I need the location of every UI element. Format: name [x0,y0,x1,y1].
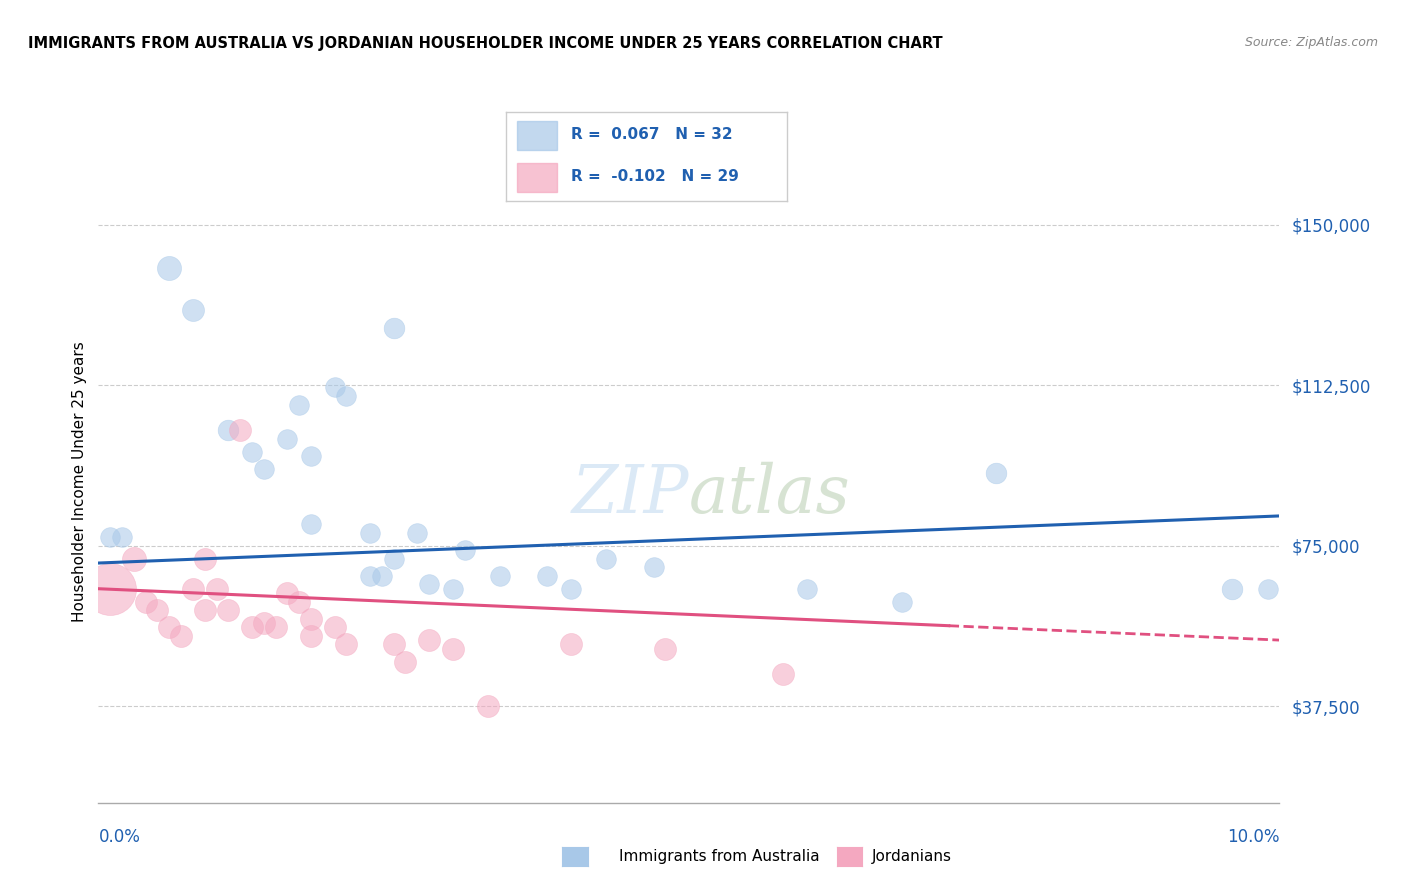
Point [253,615,276,630]
Point [135,594,157,608]
Point [299,612,322,626]
Point [489,569,512,583]
Point [264,620,287,634]
Point [253,462,276,476]
Point [1220,582,1243,596]
Point [217,603,239,617]
FancyBboxPatch shape [517,163,557,192]
Point [560,582,582,596]
Point [98,530,121,544]
Point [240,620,263,634]
Text: atlas: atlas [689,462,851,527]
Point [194,551,217,566]
Point [418,577,440,591]
Point [1257,582,1279,596]
Point [394,655,416,669]
Point [323,380,346,394]
Point [229,423,252,437]
Text: Jordanians: Jordanians [872,849,952,863]
Point [146,603,169,617]
Point [299,629,322,643]
Point [181,303,204,318]
Point [477,699,499,714]
Text: 10.0%: 10.0% [1227,829,1279,847]
Point [240,444,263,458]
Point [288,594,311,608]
Point [772,667,794,681]
Point [890,594,912,608]
Point [418,633,440,648]
Point [181,582,204,596]
Y-axis label: Householder Income Under 25 years: Householder Income Under 25 years [72,342,87,622]
Point [157,620,180,634]
Text: R =  -0.102   N = 29: R = -0.102 N = 29 [571,169,738,184]
Point [157,260,180,275]
Text: R =  0.067   N = 32: R = 0.067 N = 32 [571,128,733,142]
Text: Immigrants from Australia: Immigrants from Australia [619,849,820,863]
Point [170,629,193,643]
Point [441,641,464,656]
Point [288,398,311,412]
Point [643,560,665,574]
Point [796,582,818,596]
Point [276,432,298,446]
Point [406,526,429,541]
Text: ZIP: ZIP [571,462,689,527]
Point [536,569,558,583]
Point [359,526,381,541]
Text: Source: ZipAtlas.com: Source: ZipAtlas.com [1244,36,1378,49]
Point [205,582,228,596]
Point [217,423,239,437]
Point [335,389,357,403]
Point [335,637,357,651]
Point [382,637,405,651]
Point [371,569,394,583]
Point [382,320,405,334]
Point [194,603,217,617]
Point [276,586,298,600]
Point [111,530,134,544]
Point [560,637,582,651]
Point [323,620,346,634]
Point [654,641,676,656]
Point [98,582,121,596]
Point [359,569,381,583]
Point [441,582,464,596]
Text: 0.0%: 0.0% [98,829,141,847]
Text: IMMIGRANTS FROM AUSTRALIA VS JORDANIAN HOUSEHOLDER INCOME UNDER 25 YEARS CORRELA: IMMIGRANTS FROM AUSTRALIA VS JORDANIAN H… [28,36,943,51]
Point [299,449,322,463]
Point [299,517,322,532]
Point [382,551,405,566]
Point [595,551,617,566]
Point [122,551,145,566]
Point [984,466,1007,480]
Point [453,543,475,558]
FancyBboxPatch shape [517,121,557,150]
